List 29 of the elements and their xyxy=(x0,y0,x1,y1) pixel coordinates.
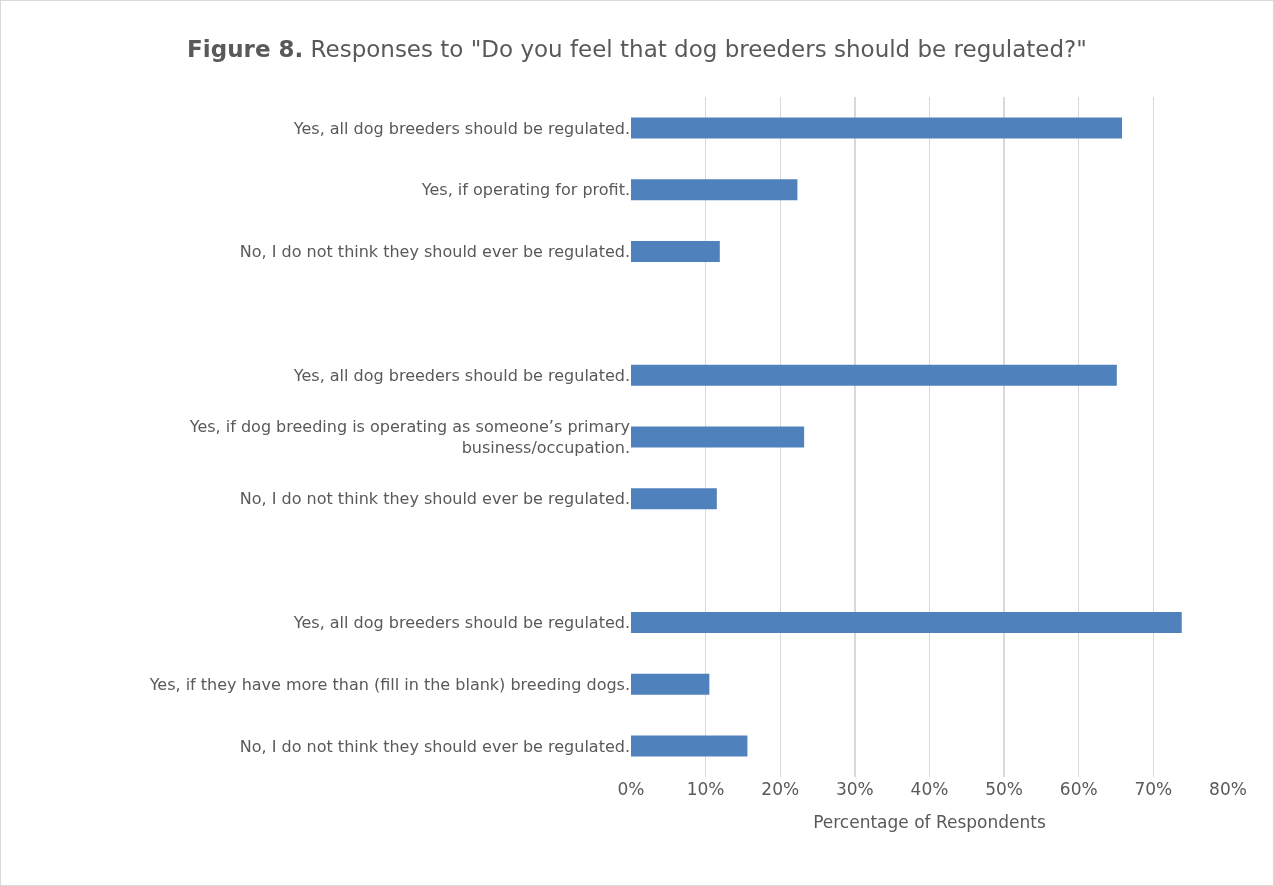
y-tick-label: Yes, if dog breeding is operating as someone’s primary business/occupation. xyxy=(188,417,630,457)
x-tick-label: 70% xyxy=(1134,779,1173,799)
x-axis-title: Percentage of Respondents xyxy=(813,812,1046,833)
y-tick-label: Yes, all dog breeders should be regulated. xyxy=(292,118,630,138)
chart-title: Figure 8. Responses to "Do you feel that dog breeders should be regulated?" xyxy=(187,35,1087,62)
x-tick-label: 20% xyxy=(761,779,800,799)
bar xyxy=(631,241,720,263)
x-tick-label: 50% xyxy=(985,779,1024,799)
x-tick-label: 40% xyxy=(910,779,949,799)
bar xyxy=(631,364,1117,386)
y-tick-label: Yes, all dog breeders should be regulated. xyxy=(292,365,630,385)
y-tick-label: Yes, all dog breeders should be regulated. xyxy=(292,613,630,633)
bar xyxy=(631,488,717,510)
bar xyxy=(631,673,710,695)
y-tick-label: No, I do not think they should ever be regulated. xyxy=(239,242,630,262)
bar xyxy=(631,117,1123,139)
y-tick-label: Yes, if they have more than (fill in the blank) breeding dogs. xyxy=(148,674,630,694)
y-tick-label: Yes, if operating for profit. xyxy=(420,180,630,200)
x-tick-label: 30% xyxy=(835,779,874,799)
bar xyxy=(631,611,1182,633)
bar xyxy=(631,735,748,757)
x-tick-label: 60% xyxy=(1059,779,1098,799)
y-tick-label: No, I do not think they should ever be regulated. xyxy=(239,489,630,509)
bar xyxy=(631,179,798,201)
bar xyxy=(631,426,805,448)
x-tick-label: 0% xyxy=(617,779,645,799)
x-tick-label: 10% xyxy=(686,779,725,799)
y-tick-label: No, I do not think they should ever be regulated. xyxy=(239,736,630,756)
x-tick-label: 80% xyxy=(1209,779,1247,799)
